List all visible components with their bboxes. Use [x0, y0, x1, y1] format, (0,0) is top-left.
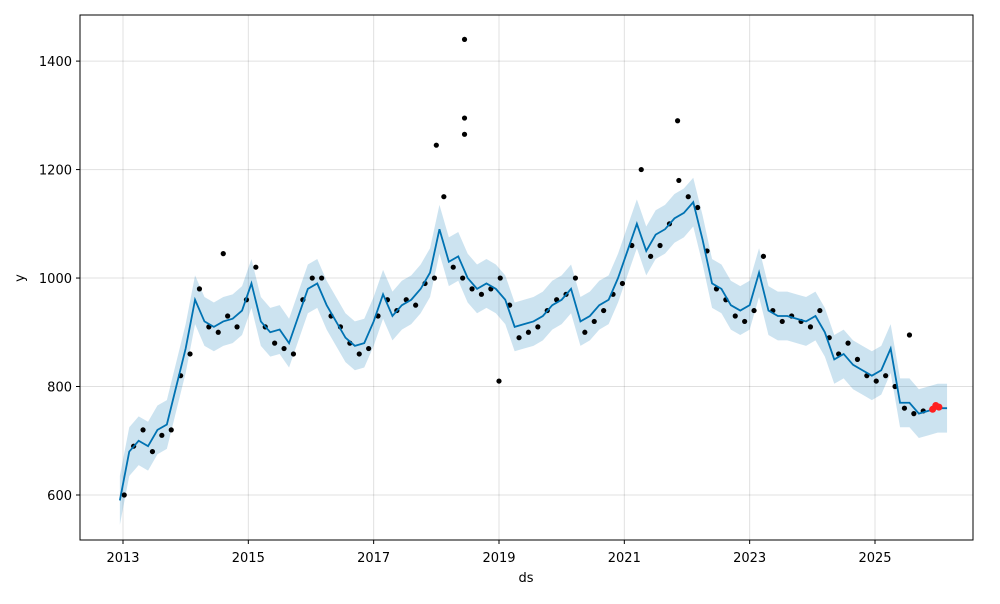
observed-point: [272, 340, 278, 346]
observed-point: [685, 194, 691, 200]
x-tick-label: 2017: [357, 551, 390, 566]
observed-point: [732, 313, 738, 319]
observed-point: [441, 194, 447, 200]
uncertainty-band: [119, 177, 948, 525]
observed-point: [695, 204, 701, 211]
x-tick-label: 2023: [733, 551, 766, 566]
observed-point: [433, 142, 439, 148]
observed-point: [742, 318, 748, 325]
highlight-point: [935, 403, 943, 411]
observed-point: [496, 378, 502, 384]
observed-point: [460, 275, 466, 281]
y-tick-label: 600: [47, 489, 72, 504]
observed-point: [648, 253, 654, 259]
observed-point: [140, 427, 146, 433]
y-tick-label: 800: [47, 381, 72, 396]
y-axis-label: y: [13, 274, 28, 282]
observed-point: [469, 286, 475, 292]
observed-point: [657, 242, 663, 249]
x-tick-label: 2013: [106, 551, 139, 566]
observed-point: [883, 373, 889, 379]
observed-point: [461, 115, 468, 121]
observed-point: [121, 492, 127, 498]
x-tick-label: 2025: [858, 551, 891, 566]
x-tick-label: 2021: [608, 551, 641, 566]
observed-point: [309, 275, 315, 281]
observed-point: [901, 405, 908, 411]
observed-point: [873, 378, 879, 384]
observed-point: [149, 448, 156, 455]
observed-point: [535, 324, 541, 330]
plot-area: 2013 2015 2017 2019 2021 2023 2025 600 800 1000 12…: [39, 15, 973, 566]
observed-point: [431, 275, 438, 281]
observed-point: [253, 264, 259, 270]
observed-point: [281, 345, 287, 352]
observed-point: [638, 166, 644, 173]
observed-point: [319, 275, 325, 281]
observed-point: [234, 324, 240, 330]
observed-point: [366, 345, 372, 352]
observed-point: [674, 118, 681, 124]
observed-point: [572, 275, 579, 281]
observed-point: [225, 313, 231, 319]
observed-point: [906, 332, 913, 338]
observed-point: [676, 177, 682, 184]
observed-point: [591, 318, 597, 325]
observed-point: [854, 356, 861, 362]
observed-point: [911, 411, 917, 417]
observed-point: [168, 427, 174, 433]
observed-point: [619, 280, 626, 287]
x-tick-label: 2015: [232, 551, 265, 566]
observed-point: [413, 302, 419, 308]
observed-point: [601, 307, 607, 314]
observed-point: [159, 432, 165, 438]
y-tick-label: 1000: [39, 272, 72, 287]
observed-point: [196, 286, 203, 292]
observed-point: [290, 351, 297, 357]
observed-point: [356, 351, 362, 357]
observed-point: [461, 36, 468, 43]
observed-point: [845, 340, 851, 346]
observed-point: [187, 351, 193, 357]
observed-point: [516, 335, 522, 341]
axes-frame: [79, 14, 974, 541]
x-axis-label: ds: [518, 571, 533, 586]
observed-point: [760, 253, 767, 259]
observed-point: [751, 307, 757, 314]
observed-point: [220, 251, 226, 257]
observed-point: [807, 324, 814, 330]
observed-point: [497, 275, 503, 281]
observed-point: [817, 307, 823, 314]
observed-point: [582, 329, 588, 335]
y-tick-label: 1400: [39, 55, 72, 70]
observed-point: [478, 291, 485, 297]
observed-point: [525, 329, 532, 335]
forecast-line: [118, 200, 948, 501]
x-tick-label: 2019: [482, 551, 515, 566]
y-tick-label: 1200: [39, 164, 72, 179]
observed-point: [215, 329, 221, 335]
observed-point: [450, 264, 456, 270]
observed-point: [779, 318, 785, 325]
observed-point: [461, 131, 468, 137]
